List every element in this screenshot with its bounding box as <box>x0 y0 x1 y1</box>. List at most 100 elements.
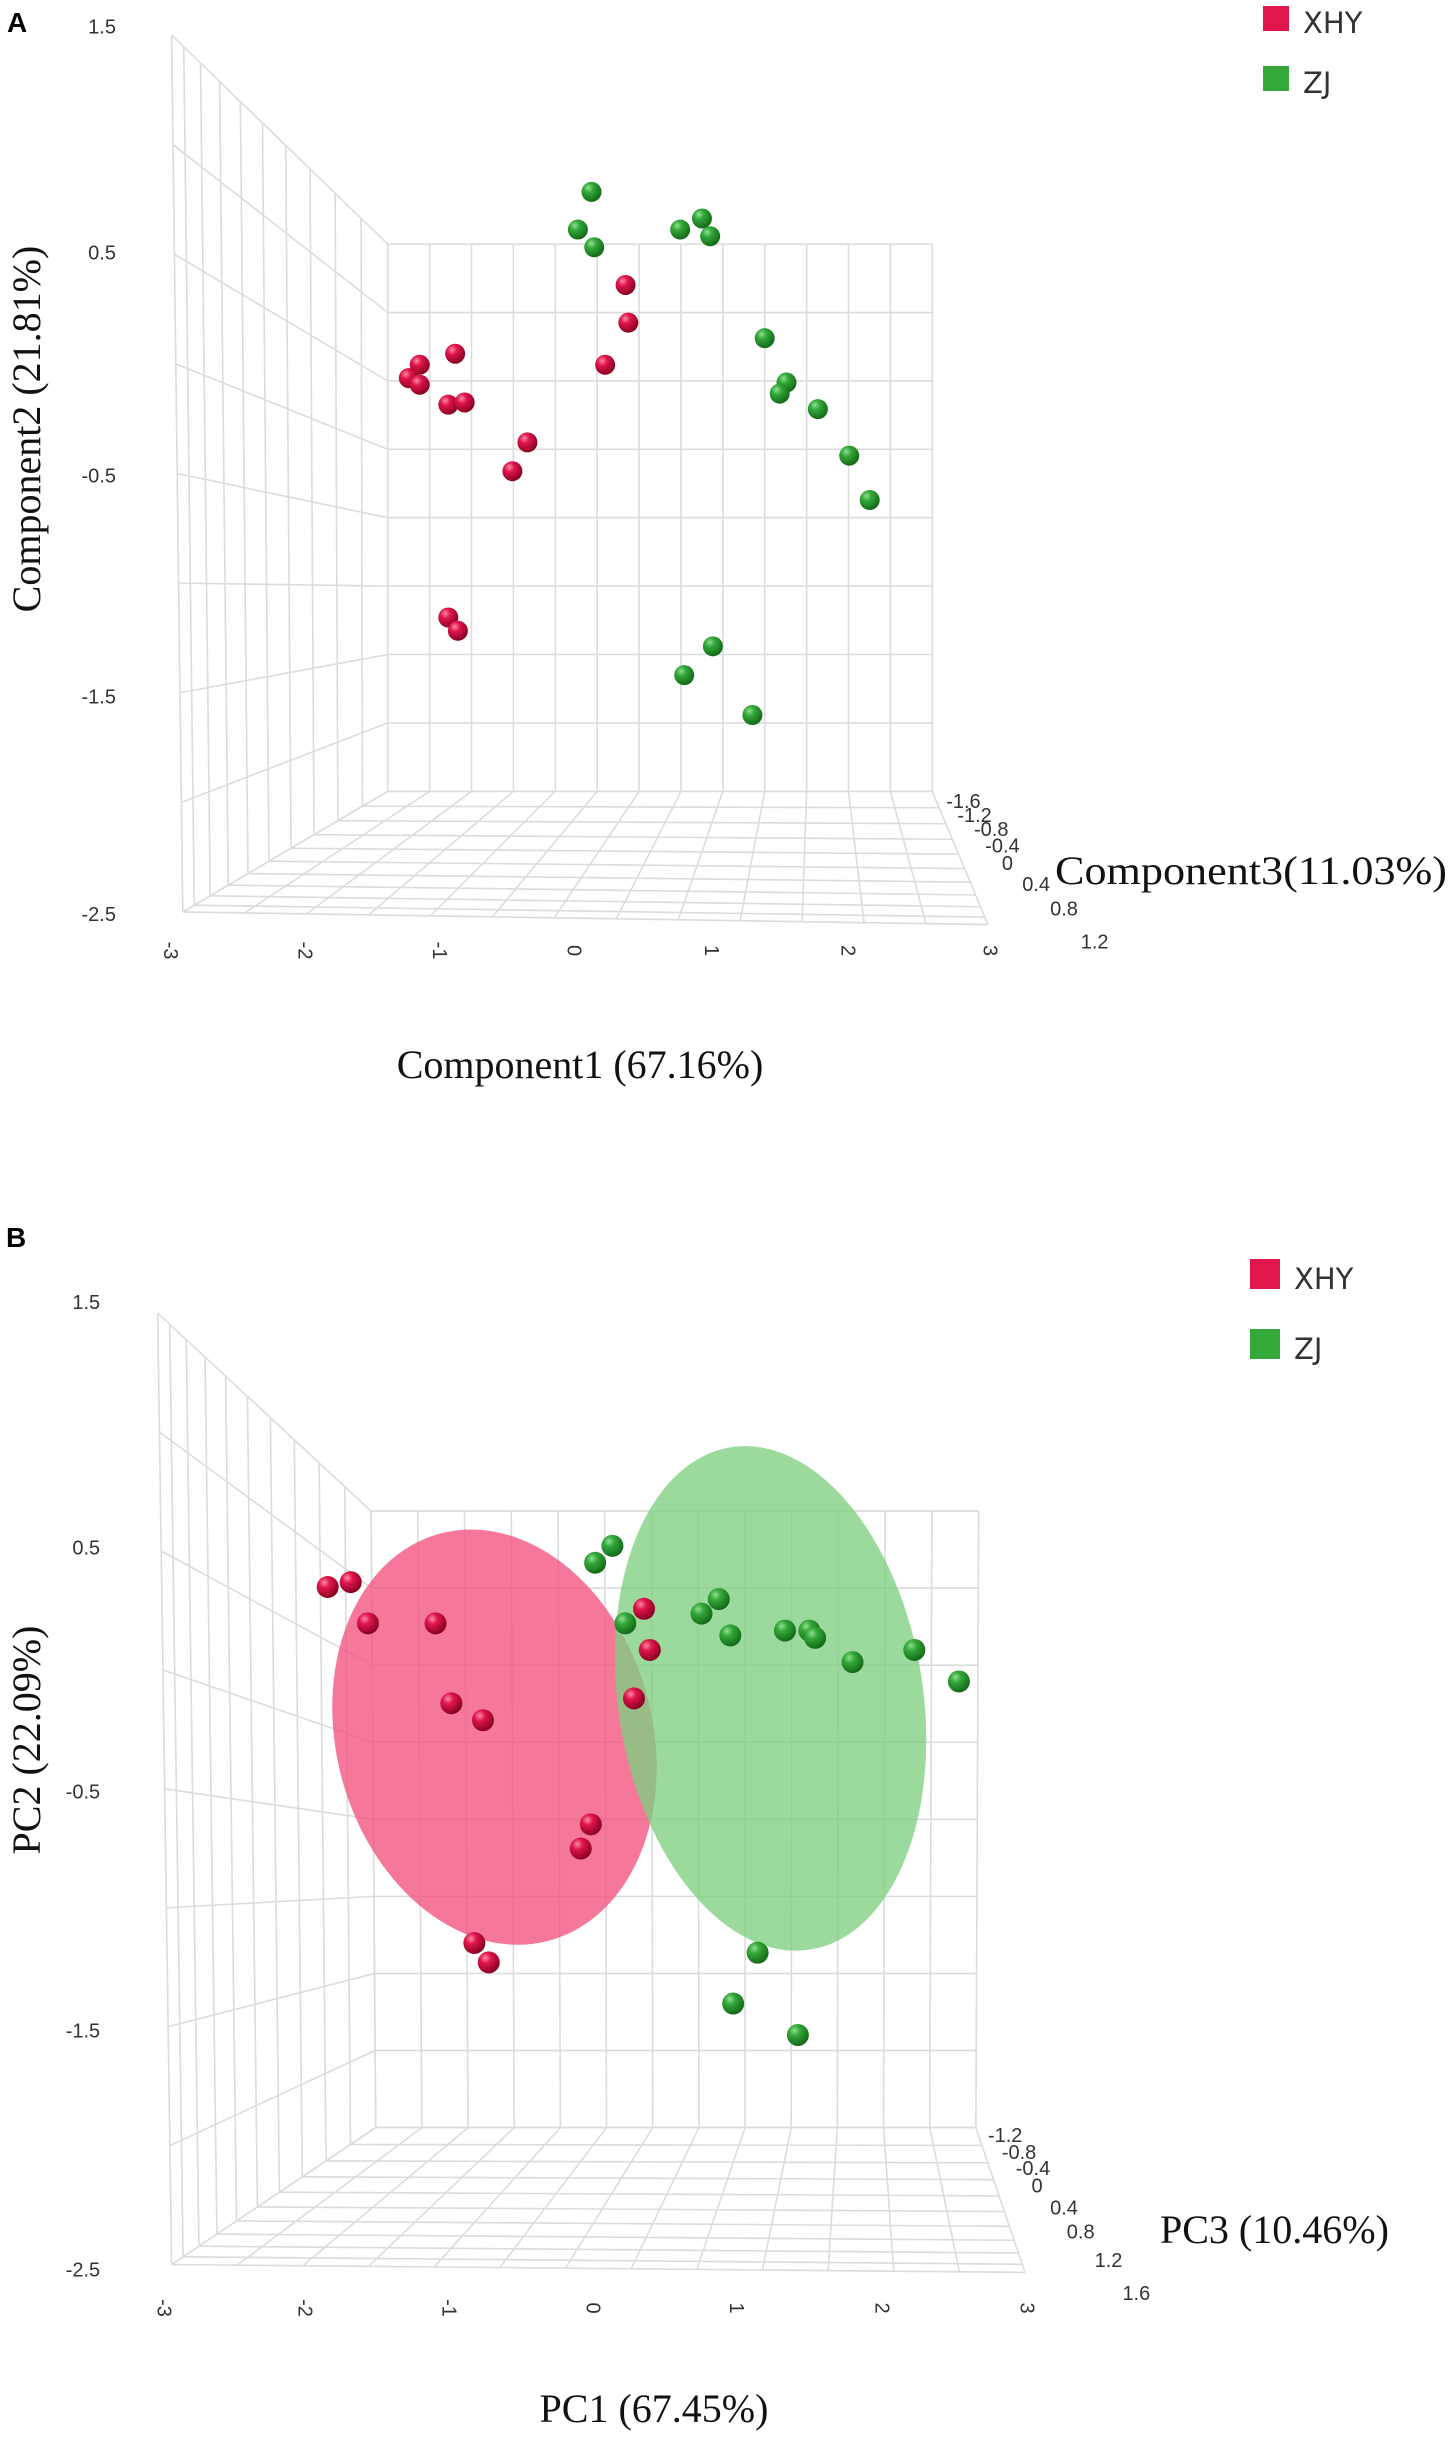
point-zj <box>786 2024 809 2047</box>
point-xhy <box>447 620 468 641</box>
z-tick-label: -1.2 <box>957 805 991 827</box>
y-tick-label: -2.5 <box>81 904 115 926</box>
grid-line <box>615 790 682 920</box>
point-xhy <box>502 461 523 482</box>
grid-line <box>172 144 389 314</box>
point-xhy <box>316 1575 339 1598</box>
grid-line <box>164 1788 374 1821</box>
legend-label-xhy: XHY <box>1303 6 1363 40</box>
point-xhy <box>409 354 430 375</box>
x-axis-label: Component1 (67.16%) <box>397 1042 764 1087</box>
grid-line <box>368 2127 515 2267</box>
legend-label-zj: ZJ <box>1303 66 1331 100</box>
grid-line <box>198 2245 1019 2254</box>
x-tick-label: 0 <box>581 2302 603 2313</box>
panel-b: B -3 -2 -1 0 1 2 3 1.5 0.5 -0.5 -1.5 -2.5 -1.2 -0.8 -0… <box>0 1200 1455 2441</box>
grid-line <box>677 791 724 920</box>
pca-3d-plot-a: A -3 -2 -1 0 1 2 31.50.5-0.5-1.5-2.5-1.6-1.2-0… <box>4 6 1447 1087</box>
point-zj <box>839 445 860 466</box>
x-axis-label: PC1 (67.45%) <box>540 2386 769 2431</box>
point-xhy <box>440 1692 463 1715</box>
grid-line <box>178 582 388 587</box>
grid-line <box>167 1972 375 2028</box>
point-zj <box>707 1588 730 1611</box>
point-zj <box>719 1624 742 1647</box>
y-tick-label: -1.5 <box>66 2020 100 2042</box>
grid-line <box>429 790 556 917</box>
grid-line <box>182 911 988 926</box>
point-xhy <box>618 312 639 333</box>
grid-line <box>337 819 946 825</box>
grid-line <box>257 2206 1005 2213</box>
grid-line <box>216 2233 1015 2242</box>
point-xhy <box>438 394 459 415</box>
point-xhy <box>622 1687 645 1710</box>
point-zj <box>754 328 775 349</box>
grid-line <box>158 1431 373 1589</box>
grid-line <box>931 790 989 925</box>
grid-line <box>173 253 389 382</box>
grid-line <box>179 653 388 694</box>
grid-line <box>236 2126 423 2266</box>
y-axis-label: Component2 (21.81%) <box>4 246 49 613</box>
grid-line <box>928 2127 961 2272</box>
grid-line <box>228 884 976 896</box>
z-tick-label: 0.4 <box>1050 2198 1078 2220</box>
x-tick-label: 3 <box>1015 2302 1037 2313</box>
point-zj <box>614 1612 637 1635</box>
legend-label-zj: ZJ <box>1294 1332 1322 1366</box>
z-tick-label: 1.6 <box>1122 2283 1150 2305</box>
point-zj <box>859 490 880 511</box>
y-tick-label: -0.5 <box>66 1781 100 1803</box>
grid-line <box>314 833 953 841</box>
point-xhy <box>477 1951 500 1974</box>
point-zj <box>841 1651 864 1674</box>
pca-3d-plot-b: B -3 -2 -1 0 1 2 3 1.5 0.5 -0.5 -1.5 -2.5 -1.2-0.8-0… <box>4 1222 1389 2431</box>
point-xhy <box>424 1612 447 1635</box>
grid-line <box>171 34 389 245</box>
grid-line <box>236 2220 1010 2228</box>
x-tick-label: -3 <box>153 2299 175 2317</box>
legend-swatch-zj <box>1263 66 1289 91</box>
z-tick-label: 0.4 <box>1022 874 1050 896</box>
point-xhy <box>638 1638 661 1661</box>
grid-line <box>889 791 927 924</box>
point-zj <box>947 1670 970 1693</box>
y-tick-label: 1.5 <box>88 17 116 39</box>
z-tick-label: 0.8 <box>1050 898 1078 920</box>
point-zj <box>601 1534 624 1557</box>
legend: XHY ZJ <box>1250 1259 1354 1366</box>
point-zj <box>742 705 763 726</box>
point-xhy <box>463 1931 486 1954</box>
point-zj <box>804 1626 827 1649</box>
x-tick-label: 2 <box>836 945 858 956</box>
point-zj <box>581 181 602 202</box>
grid-line <box>171 2126 377 2266</box>
grid-line <box>302 2176 994 2181</box>
z-tick-label: -0.8 <box>1002 2142 1036 2164</box>
grid-line <box>166 1895 375 1909</box>
point-xhy <box>471 1709 494 1732</box>
grid-line <box>290 847 959 856</box>
grid-line <box>302 2126 469 2267</box>
grid-line <box>827 2127 839 2271</box>
panel-label: B <box>6 1222 26 1253</box>
grid-line <box>181 722 389 804</box>
grid-line <box>553 790 640 919</box>
z-tick-label: 0 <box>1002 853 1013 875</box>
grid-line <box>368 790 514 916</box>
point-zj <box>807 399 828 420</box>
point-xhy <box>454 392 475 413</box>
z-tick-label: -0.4 <box>985 835 1019 857</box>
point-xhy <box>356 1612 379 1635</box>
grid-line <box>499 2127 608 2269</box>
grid-line <box>210 895 981 908</box>
y-tick-label: -1.5 <box>81 687 115 709</box>
grid-line <box>244 790 431 914</box>
x-tick-label: 1 <box>700 945 722 956</box>
point-zj <box>769 383 790 404</box>
grid-line <box>630 2127 700 2270</box>
z-tick-label: -0.4 <box>1016 2158 1050 2180</box>
y-tick-label: 0.5 <box>88 243 116 265</box>
grid-line <box>491 790 598 918</box>
